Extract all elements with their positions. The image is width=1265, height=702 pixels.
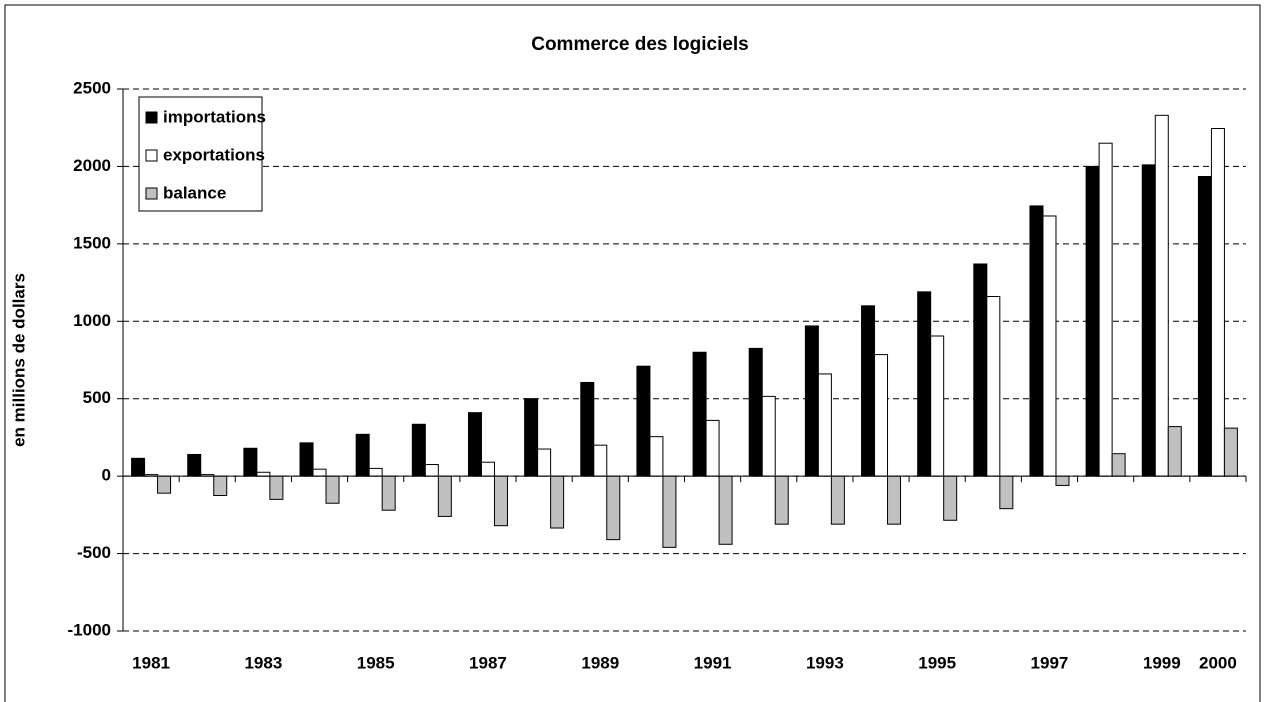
bar: [299, 442, 314, 477]
bar: [1141, 164, 1156, 477]
y-tick-label: 2500: [73, 78, 111, 97]
legend-label: exportations: [163, 145, 265, 164]
bar: [593, 444, 608, 477]
bar: [973, 263, 988, 477]
bar: [1055, 475, 1070, 486]
bar: [817, 373, 832, 477]
bar: [537, 448, 552, 477]
legend-label: balance: [163, 183, 226, 202]
y-axis-label: en millions de dollars: [9, 273, 28, 447]
bar: [861, 305, 876, 477]
bar: [187, 453, 202, 477]
bar: [662, 475, 677, 548]
bar: [325, 475, 340, 504]
x-tick-label: 1993: [806, 653, 844, 672]
bar: [243, 447, 258, 477]
bar: [213, 475, 228, 496]
x-tick-label: 1999: [1143, 653, 1181, 672]
bar: [606, 475, 621, 541]
bar: [1210, 127, 1225, 477]
bar: [269, 475, 284, 500]
bar: [636, 365, 651, 477]
bar: [424, 464, 439, 477]
bar: [718, 475, 733, 545]
bar: [1111, 453, 1126, 477]
bar: [986, 296, 1001, 477]
bar: [550, 475, 565, 529]
bar: [774, 475, 789, 525]
y-tick-label: -1000: [68, 620, 111, 639]
legend-box: [138, 96, 263, 212]
x-tick-label: 1997: [1031, 653, 1069, 672]
bar: [1223, 427, 1238, 477]
x-tick-label: 1981: [132, 653, 170, 672]
x-tick-label: 1987: [469, 653, 507, 672]
y-tick-label: 1000: [73, 311, 111, 330]
bar: [1154, 114, 1169, 477]
bar: [355, 433, 370, 477]
bar: [368, 467, 383, 477]
bar: [692, 351, 707, 477]
legend-marker: [145, 149, 158, 162]
y-tick-label: 500: [83, 388, 111, 407]
bar: [761, 395, 776, 477]
y-tick-label: 0: [102, 466, 111, 485]
bar: [917, 291, 932, 477]
legend-marker: [145, 187, 158, 200]
bar: [999, 475, 1014, 510]
x-tick-label: 1989: [581, 653, 619, 672]
bar: [157, 475, 172, 494]
bar: [312, 468, 327, 477]
chart-frame: [4, 4, 1261, 702]
legend-label: importations: [163, 107, 266, 126]
bar: [930, 335, 945, 477]
bar: [1085, 165, 1100, 477]
bar: [580, 381, 595, 477]
bar: [256, 471, 271, 477]
bar: [887, 475, 902, 525]
x-tick-label: 1985: [357, 653, 395, 672]
y-tick-label: 1500: [73, 233, 111, 252]
bar: [943, 475, 958, 521]
bar: [1098, 142, 1113, 477]
y-tick-label: 2000: [73, 156, 111, 175]
bar: [381, 475, 396, 511]
chart-title: Commerce des logiciels: [531, 34, 749, 55]
bar: [1042, 215, 1057, 477]
y-tick-label: -500: [77, 543, 111, 562]
bar: [830, 475, 845, 525]
bar: [804, 325, 819, 477]
bar: [1197, 175, 1212, 477]
x-tick-label: 1983: [244, 653, 282, 672]
bar: [1167, 426, 1182, 477]
bar: [705, 419, 720, 477]
bar: [1029, 205, 1044, 477]
bar: [748, 347, 763, 477]
x-tick-label: 2000: [1199, 653, 1237, 672]
bar: [874, 354, 889, 477]
bar: [411, 423, 426, 477]
bar: [131, 457, 146, 477]
x-tick-label: 1995: [918, 653, 956, 672]
x-tick-label: 1991: [694, 653, 732, 672]
bar: [649, 436, 664, 477]
bar: [480, 461, 495, 477]
bar: [524, 398, 539, 477]
bar: [437, 475, 452, 517]
legend-marker: [145, 111, 158, 124]
bar: [467, 412, 482, 477]
bar: [493, 475, 508, 527]
